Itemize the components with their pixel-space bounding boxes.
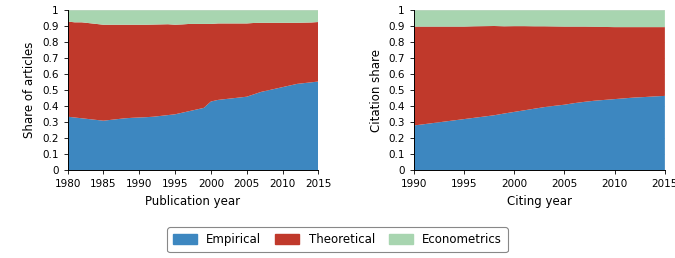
Y-axis label: Share of articles: Share of articles: [24, 42, 36, 139]
X-axis label: Publication year: Publication year: [145, 195, 240, 208]
Y-axis label: Citation share: Citation share: [370, 49, 383, 132]
X-axis label: Citing year: Citing year: [507, 195, 572, 208]
Legend: Empirical, Theoretical, Econometrics: Empirical, Theoretical, Econometrics: [167, 227, 508, 252]
